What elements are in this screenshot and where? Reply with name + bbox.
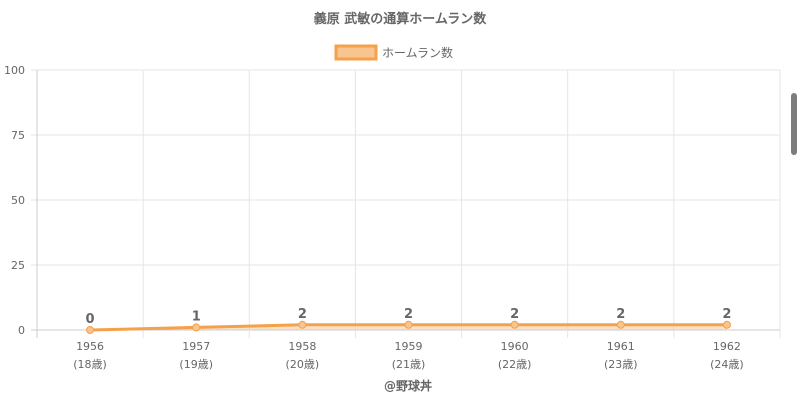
x-tick-sublabel: (21歳) <box>392 358 426 371</box>
y-axis: 0 25 50 75 100 <box>4 64 25 337</box>
series-point <box>510 320 519 329</box>
legend[interactable]: ホームラン数 <box>334 44 453 61</box>
series-point <box>722 320 731 329</box>
series-point <box>192 323 201 332</box>
data-label: 2 <box>616 307 625 322</box>
data-label: 2 <box>510 307 519 322</box>
x-tick-label: 1960 <box>501 340 529 353</box>
data-label: 1 <box>192 309 201 324</box>
x-tick-label: 1956 <box>76 340 104 353</box>
series-point <box>86 326 95 334</box>
credit-label: @野球丼 <box>384 378 432 393</box>
data-label: 2 <box>404 307 413 322</box>
scrollbar-thumb[interactable] <box>791 93 797 155</box>
x-axis: 1956 (18歳) 1957 (19歳) 1958 (20歳) 1959 (21歳) 1960… <box>73 340 743 371</box>
x-tick-sublabel: (20歳) <box>286 358 320 371</box>
x-tick-sublabel: (23歳) <box>604 358 638 371</box>
y-tick-label: 0 <box>18 324 25 337</box>
x-tick-sublabel: (18歳) <box>73 358 107 371</box>
x-tick-label: 1962 <box>713 340 741 353</box>
x-tick-sublabel: (19歳) <box>179 358 213 371</box>
y-tick-label: 100 <box>4 64 25 77</box>
chart-title: 義原 武敏の通算ホームラン数 <box>314 11 487 27</box>
legend-label: ホームラン数 <box>382 45 453 60</box>
legend-swatch <box>334 44 378 61</box>
data-label: 2 <box>298 307 307 322</box>
data-label: 2 <box>722 307 731 322</box>
x-tick-sublabel: (22歳) <box>498 358 532 371</box>
x-tick-label: 1957 <box>182 340 210 353</box>
data-labels: 0 1 2 2 2 2 2 <box>86 307 732 327</box>
x-tick-label: 1958 <box>288 340 316 353</box>
x-tick-sublabel: (24歳) <box>710 358 744 371</box>
series-home-runs <box>86 320 731 334</box>
y-tick-label: 50 <box>11 194 25 207</box>
grid <box>31 69 781 338</box>
data-label: 0 <box>86 312 95 327</box>
x-tick-label: 1959 <box>395 340 423 353</box>
series-point <box>298 320 307 329</box>
x-tick-label: 1961 <box>607 340 635 353</box>
y-tick-label: 25 <box>11 259 25 272</box>
series-point <box>616 320 625 329</box>
series-point <box>404 320 413 329</box>
y-tick-label: 75 <box>11 129 25 142</box>
